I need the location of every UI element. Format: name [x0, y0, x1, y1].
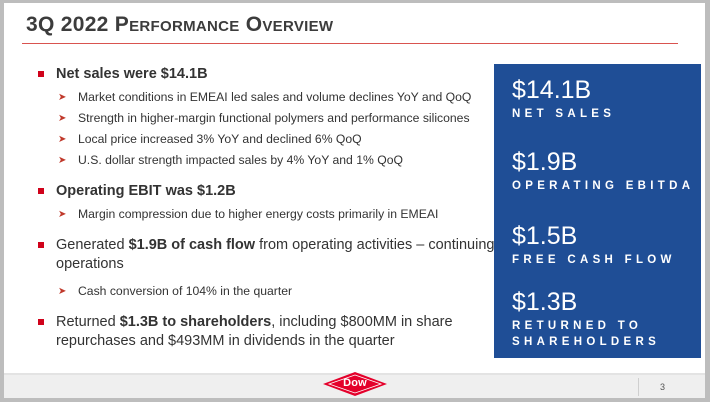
metric-free-cash-flow: $1.5B FREE CASH FLOW [512, 222, 676, 268]
bullet-text-bold: $1.9B of cash flow [128, 237, 256, 253]
bullet-returned-shareholders: Returned $1.3B to shareholders, includin… [38, 313, 498, 351]
slide-title: 3Q 2022 Performance Overview [26, 13, 334, 36]
bullet-operating-ebit: Operating EBIT was $1.2B [38, 182, 498, 201]
bullet-cash-flow: Generated $1.9B of cash flow from operat… [38, 236, 498, 274]
page-number: 3 [660, 382, 666, 392]
bullet-square-icon [38, 188, 44, 194]
bullet-text-bold: $1.3B to shareholders [119, 314, 272, 330]
sub-bullet-text: Cash conversion of 104% in the quarter [78, 284, 293, 298]
metric-returned-to-shareholders: $1.3B RETURNED TO SHAREHOLDERS [512, 288, 660, 350]
metric-label: RETURNED TO [512, 320, 643, 332]
bullet-text: Returned [56, 314, 120, 330]
sub-bullet-text: Local price increased 3% YoY and decline… [78, 132, 362, 146]
sub-bullet-text: Strength in higher-margin functional pol… [78, 111, 470, 125]
arrow-right-icon: ➤ [58, 92, 67, 103]
metric-label: FREE CASH FLOW [512, 254, 676, 266]
title-divider [22, 43, 678, 44]
sub-bullet: ➤ U.S. dollar strength impacted sales by… [38, 153, 498, 168]
dow-logo: Dow [322, 371, 388, 397]
sub-bullet-text: U.S. dollar strength impacted sales by 4… [78, 153, 403, 167]
sub-bullet: ➤ Local price increased 3% YoY and decli… [38, 132, 498, 147]
logo-text: Dow [343, 377, 367, 389]
metric-value: $1.3B [512, 288, 578, 316]
slide: 3Q 2022 Performance Overview Net sales w… [4, 3, 705, 398]
metric-label: OPERATING EBITDA [512, 180, 695, 192]
arrow-right-icon: ➤ [58, 209, 67, 220]
bullet-square-icon [38, 319, 44, 325]
bullet-text: Operating EBIT was $1.2B [56, 183, 236, 199]
sub-bullet: ➤ Margin compression due to higher energ… [38, 207, 498, 222]
bullet-text: Generated [56, 237, 129, 253]
metric-value: $1.9B [512, 148, 578, 176]
dow-diamond-icon [323, 372, 387, 396]
bullet-list: Net sales were $14.1B ➤ Market condition… [38, 65, 498, 351]
sub-bullet: ➤ Market conditions in EMEAI led sales a… [38, 90, 498, 105]
sub-bullet-text: Margin compression due to higher energy … [78, 207, 439, 221]
arrow-right-icon: ➤ [58, 113, 67, 124]
sub-bullet: ➤ Cash conversion of 104% in the quarter [38, 284, 498, 299]
metric-label: SHAREHOLDERS [512, 336, 661, 348]
metric-value: $1.5B [512, 222, 578, 250]
sub-bullet: ➤ Strength in higher-margin functional p… [38, 111, 498, 126]
arrow-right-icon: ➤ [58, 286, 67, 297]
bullet-square-icon [38, 71, 44, 77]
metric-value: $14.1B [512, 76, 592, 104]
bullet-text: Net sales were $14.1B [56, 66, 208, 82]
arrow-right-icon: ➤ [58, 155, 67, 166]
bullet-square-icon [38, 242, 44, 248]
metric-operating-ebitda: $1.9B OPERATING EBITDA [512, 148, 694, 194]
arrow-right-icon: ➤ [58, 134, 67, 145]
bullet-net-sales: Net sales were $14.1B [38, 65, 498, 84]
page-number-divider [638, 378, 639, 396]
bullet-text: , including $800MM in share repurchases … [56, 314, 453, 349]
sub-bullet-text: Market conditions in EMEAI led sales and… [78, 90, 472, 104]
metric-label: NET SALES [512, 108, 616, 120]
bullet-text: from operating activities – continuing o… [56, 237, 495, 272]
metric-net-sales: $14.1B NET SALES [512, 76, 615, 122]
metrics-panel: $14.1B NET SALES $1.9B OPERATING EBITDA … [494, 64, 701, 358]
